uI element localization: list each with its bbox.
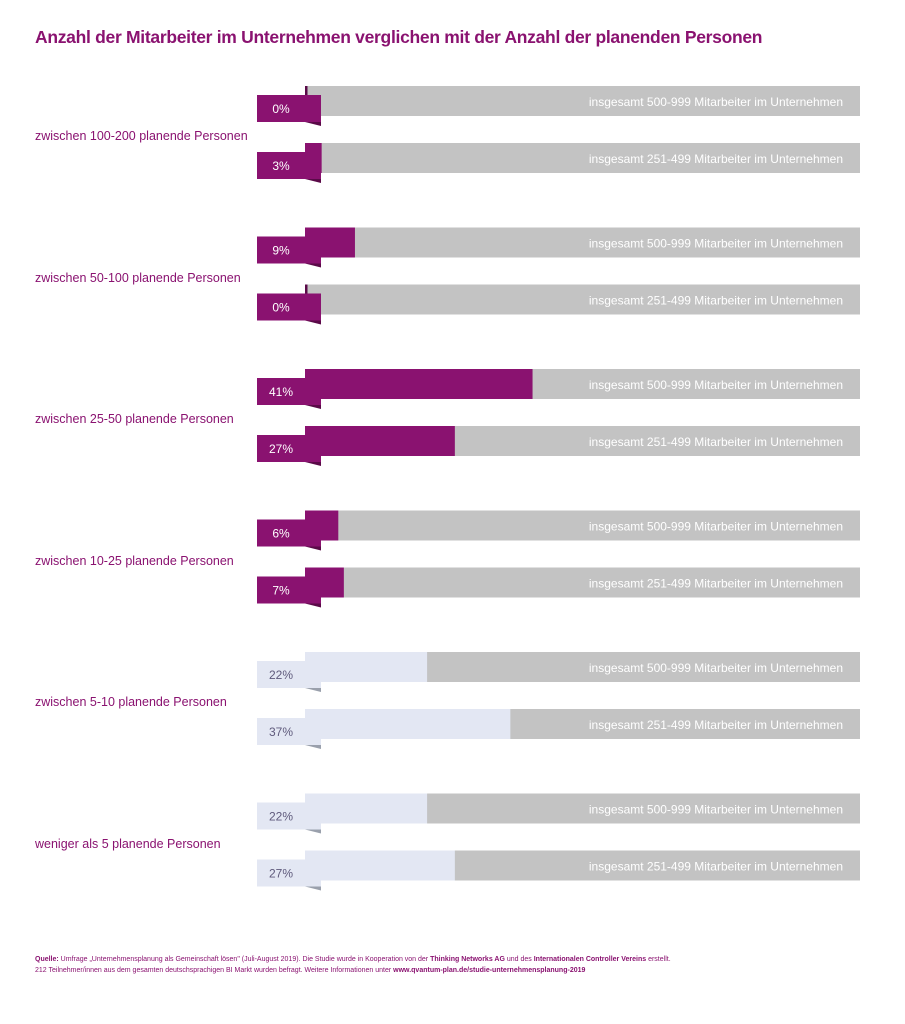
bar-percent-tab [257,378,321,405]
bar-percent-label: 0% [272,102,290,116]
bar-series-label: insgesamt 500-999 Mitarbeiter im Unterne… [589,237,843,251]
bar-series-label: insgesamt 500-999 Mitarbeiter im Unterne… [589,661,843,675]
bar-series-label: insgesamt 251-499 Mitarbeiter im Unterne… [589,152,843,166]
bar-series-label: insgesamt 500-999 Mitarbeiter im Unterne… [589,520,843,534]
footer-source-label: Quelle: [35,956,59,963]
source-footer: Quelle: Umfrage „Unternehmensplanung als… [35,954,875,976]
bar-series-label: insgesamt 500-999 Mitarbeiter im Unterne… [589,95,843,109]
bar-ribbon-fold [305,462,321,466]
bar-percent-label: 0% [272,301,290,315]
bar-percent-tab [257,859,321,887]
bar-ribbon-fold [305,603,321,608]
footer-partner-1: Thinking Networks AG [430,956,505,963]
bar-series-label: insgesamt 251-499 Mitarbeiter im Unterne… [589,294,843,308]
footer-line-2-text: 212 Teilnehmer/innen aus dem gesamten de… [35,967,394,974]
bar-value [305,793,428,824]
bar-percent-tab [257,152,321,179]
bar-percent-label: 22% [269,668,293,682]
footer-line-2: 212 Teilnehmer/innen aus dem gesamten de… [35,965,875,976]
bar-percent-label: 27% [269,442,293,456]
bar-value [305,652,428,682]
bar-value [305,369,533,399]
group-label: zwischen 100-200 planende Personen [35,129,248,143]
bar-series-label: insgesamt 500-999 Mitarbeiter im Unterne… [589,378,843,392]
footer-url-link[interactable]: www.qvantum-plan.de/studie-unternehmensp… [393,967,586,974]
bar-percent-label: 3% [272,159,290,173]
bar-value [305,709,511,739]
bar-percent-label: 22% [269,810,293,824]
bar-percent-label: 27% [269,867,293,881]
bar-series-label: insgesamt 251-499 Mitarbeiter im Unterne… [589,718,843,732]
bar-series-label: insgesamt 251-499 Mitarbeiter im Unterne… [589,435,843,449]
bar-percent-label: 41% [269,385,293,399]
group-label: zwischen 50-100 planende Personen [35,270,241,285]
bar-track [305,284,860,315]
bar-percent-tab [257,661,321,688]
bar-ribbon-fold [305,546,321,551]
group-label: zwischen 5-10 planende Personen [35,695,227,709]
group-label: weniger als 5 planende Personen [35,836,221,851]
bar-percent-tab [257,519,321,547]
bar-percent-tab [257,576,321,604]
bar-ribbon-fold [305,405,321,409]
bar-track [305,143,860,173]
bar-percent-tab [257,293,321,321]
bar-chart: 0% insgesamt 500-999 Mitarbeiter im Unter… [257,86,860,891]
group-label: zwischen 10-25 planende Personen [35,553,234,568]
bar-track [305,227,860,258]
bar-percent-label: 9% [272,244,290,258]
bar-ribbon-fold [305,886,321,891]
bar-ribbon-fold [305,320,321,325]
bar-series-label: insgesamt 251-499 Mitarbeiter im Unterne… [589,577,843,591]
chart-title: Anzahl der Mitarbeiter im Unternehmen ve… [35,27,763,47]
footer-source-text: Umfrage „Unternehmensplanung als Gemeins… [58,956,431,963]
bar-ribbon-fold [305,122,321,126]
bar-ribbon-fold [305,829,321,834]
bar-percent-tab [257,95,321,122]
bar-percent-tab [257,802,321,830]
bar-value [305,426,455,456]
bar-percent-label: 6% [272,527,290,541]
bar-value [305,850,455,881]
footer-end-text: erstellt. [646,956,671,963]
bar-ribbon-fold [305,745,321,749]
footer-and-text: und des [504,956,534,963]
bar-series-label: insgesamt 251-499 Mitarbeiter im Unterne… [589,860,843,874]
bar-percent-label: 37% [269,725,293,739]
bar-percent-tab [257,435,321,462]
bar-percent-tab [257,718,321,745]
bar-ribbon-fold [305,688,321,692]
footer-partner-2: Internationalen Controller Vereins [533,956,647,963]
bar-ribbon-fold [305,179,321,183]
bar-track [305,510,860,541]
bar-percent-tab [257,236,321,264]
group-label: zwischen 25-50 planende Personen [35,412,234,426]
bar-series-label: insgesamt 500-999 Mitarbeiter im Unterne… [589,803,843,817]
bar-ribbon-fold [305,263,321,268]
bar-percent-label: 7% [272,584,290,598]
bar-track [305,86,860,116]
footer-line-1: Quelle: Umfrage „Unternehmensplanung als… [35,954,875,965]
bar-track [305,567,860,598]
